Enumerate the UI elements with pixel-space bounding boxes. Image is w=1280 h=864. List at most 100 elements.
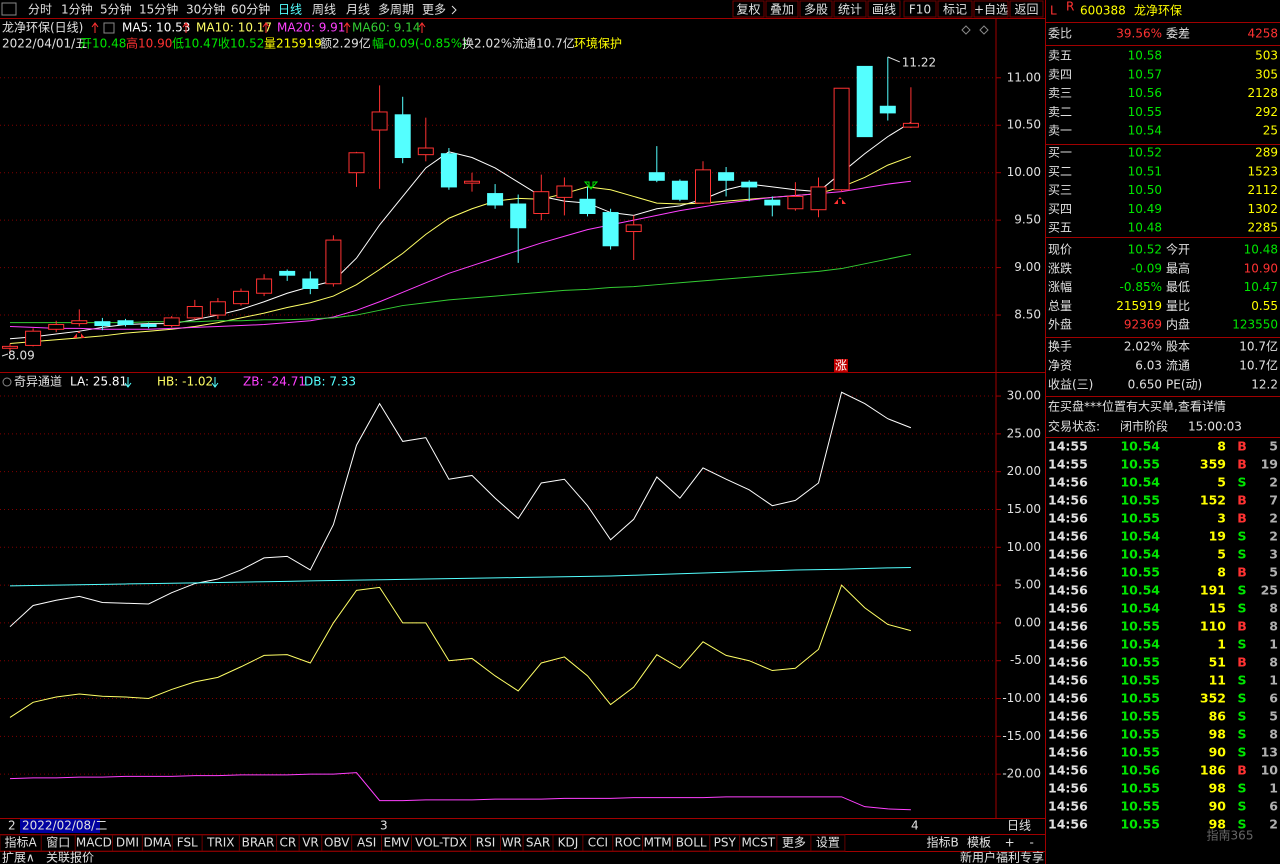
period-tab[interactable]: 月线 — [346, 3, 370, 17]
indicator-tab[interactable]: DMI — [116, 836, 139, 850]
indicator-tab[interactable]: SAR — [526, 836, 550, 850]
trade-volume: 98 — [1209, 727, 1226, 742]
toolbar-button[interactable]: F10 — [909, 3, 931, 17]
toolbar-button[interactable]: 多股 — [804, 3, 828, 17]
candle-body — [625, 224, 642, 233]
indicator-tab[interactable]: TRIX — [206, 836, 234, 850]
bid-label: 买一 — [1048, 146, 1072, 160]
indicator-tab[interactable]: EMV — [383, 836, 410, 850]
trade-price: 10.54 — [1120, 547, 1160, 562]
toolbar-button[interactable]: 叠加 — [770, 3, 794, 17]
indicator-tab[interactable]: 更多 — [782, 836, 806, 850]
quote-info: 量215919 — [264, 37, 322, 51]
y-tick-label: 15.00 — [1007, 502, 1041, 516]
trade-volume: 19 — [1209, 529, 1226, 544]
template-tab[interactable]: + — [1005, 836, 1015, 850]
status-time: 15:00:03 — [1188, 420, 1242, 434]
indicator-tab[interactable]: CR — [280, 836, 297, 850]
period-tab[interactable]: 1分钟 — [61, 2, 93, 17]
candle-body — [325, 239, 342, 285]
indicator-tab[interactable]: 指标A — [5, 835, 38, 850]
indicator-tab[interactable]: WR — [502, 836, 522, 850]
period-tab[interactable]: 多周期 — [378, 3, 414, 17]
indicator-tab[interactable]: 设置 — [816, 836, 840, 850]
bid-price: 10.49 — [1128, 202, 1162, 216]
indicator-tab[interactable]: PSY — [714, 836, 737, 850]
period-tab[interactable]: 更多 — [422, 3, 446, 17]
notice[interactable]: 在买盘***位置有大买单,查看详情 — [1048, 399, 1226, 414]
template-tab[interactable]: 模板 — [967, 836, 991, 850]
indicator-tab[interactable]: FSL — [177, 836, 198, 850]
template-tab[interactable]: 指标B — [927, 835, 959, 850]
period-tab[interactable]: 30分钟 — [186, 2, 225, 17]
indicator-tab[interactable]: CCI — [588, 836, 608, 850]
stat-value: 10.47 — [1244, 280, 1278, 294]
indicator-tab[interactable]: VOL-TDX — [415, 836, 467, 850]
indicator-tab[interactable]: MCST — [741, 836, 775, 850]
trade-volume: 352 — [1200, 691, 1226, 706]
menu-icon[interactable] — [1, 2, 17, 16]
bid-price: 10.50 — [1128, 183, 1162, 197]
y-tick-label: 5.00 — [1014, 578, 1041, 592]
candle-body — [25, 330, 42, 346]
bid-volume: 2112 — [1247, 183, 1278, 197]
indicator-tab[interactable]: MTM — [644, 836, 672, 850]
trade-side: B — [1237, 439, 1247, 454]
trade-price: 10.55 — [1120, 493, 1160, 508]
candle-body — [417, 147, 434, 156]
field-value: 39.56% — [1116, 27, 1162, 41]
indicator-tab[interactable]: VR — [302, 836, 319, 850]
quote-info: 收10.52 — [218, 37, 264, 51]
indicator-tab[interactable]: ROC — [615, 836, 641, 850]
indicator-tab[interactable]: OBV — [324, 836, 350, 850]
trade-time: 14:56 — [1048, 583, 1088, 598]
indicator-tab[interactable]: DMA — [143, 836, 172, 850]
trade-side: S — [1237, 799, 1246, 814]
toolbar-button[interactable]: +自选 — [974, 3, 1008, 17]
stock-name: 龙净环保 — [1134, 4, 1182, 18]
indicator-tab[interactable]: 窗口 — [46, 836, 70, 850]
candle-body — [856, 65, 873, 138]
indicator-tab[interactable]: RSI — [476, 836, 496, 850]
indicator-tab[interactable]: MACD — [76, 836, 112, 850]
indicator-tab[interactable]: BOLL — [676, 836, 707, 850]
period-tab[interactable]: 分时 — [28, 3, 52, 17]
indicator-tab[interactable]: KDJ — [558, 836, 579, 850]
indicator-tab[interactable]: ASI — [357, 836, 376, 850]
bid-label: 买二 — [1048, 164, 1072, 178]
period-tab[interactable]: 15分钟 — [139, 2, 178, 17]
toolbar-button[interactable]: 标记 — [943, 3, 967, 17]
footer-link[interactable]: 扩展∧ — [2, 851, 35, 864]
indicator-tab[interactable]: BRAR — [242, 836, 275, 850]
trade-time: 14:56 — [1048, 493, 1088, 508]
trade-side: B — [1237, 511, 1247, 526]
candle-body — [695, 169, 711, 204]
toolbar-button[interactable]: 复权 — [736, 3, 760, 17]
period-tab[interactable]: 5分钟 — [100, 2, 132, 17]
trade-volume: 98 — [1209, 817, 1226, 832]
trade-time: 14:56 — [1048, 817, 1088, 832]
stat-value: 92369 — [1124, 318, 1162, 332]
trade-time: 14:56 — [1048, 529, 1088, 544]
field-value: 4258 — [1247, 27, 1278, 41]
trade-price: 10.55 — [1120, 745, 1160, 760]
period-tab[interactable]: 周线 — [312, 3, 336, 17]
trade-count: 10 — [1261, 763, 1279, 778]
stat-label: 量比 — [1166, 299, 1190, 313]
indicator-icon — [2, 377, 12, 387]
fund-value: 0.650 — [1128, 378, 1162, 392]
period-tab[interactable]: 60分钟 — [231, 2, 270, 17]
trade-side: S — [1237, 547, 1246, 562]
template-tab[interactable]: - — [1029, 836, 1033, 850]
ask-price: 10.55 — [1128, 105, 1162, 119]
footer-link[interactable]: 关联报价 — [46, 850, 94, 864]
trade-count: 5 — [1269, 709, 1278, 724]
stat-value: 10.90 — [1244, 261, 1278, 275]
candle-body — [718, 172, 735, 181]
toolbar-button[interactable]: 画线 — [872, 3, 896, 17]
toolbar-button[interactable]: 返回 — [1014, 3, 1038, 17]
toolbar-button[interactable]: 统计 — [838, 3, 862, 17]
period-tab[interactable]: 日线 — [278, 3, 302, 17]
footer-link[interactable]: 新用户福利专享 — [960, 850, 1044, 864]
